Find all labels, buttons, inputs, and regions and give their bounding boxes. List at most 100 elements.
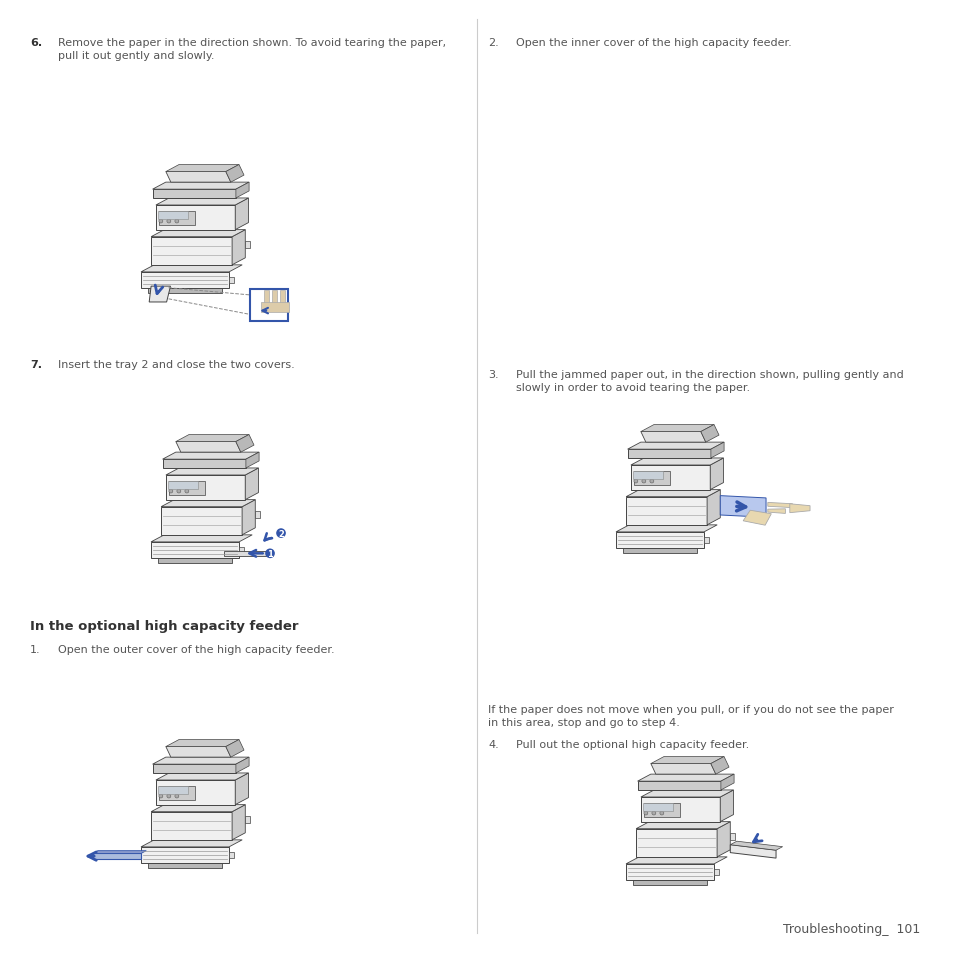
Polygon shape <box>789 504 809 513</box>
Circle shape <box>651 811 656 815</box>
Text: 3.: 3. <box>488 370 498 379</box>
Polygon shape <box>640 425 713 432</box>
Polygon shape <box>713 869 719 875</box>
Polygon shape <box>166 166 239 172</box>
Circle shape <box>159 794 163 799</box>
Circle shape <box>643 811 647 815</box>
Text: If the paper does not move when you pull, or if you do not see the paper: If the paper does not move when you pull… <box>488 704 893 714</box>
Text: in this area, stop and go to step 4.: in this area, stop and go to step 4. <box>488 718 679 727</box>
Text: slowly in order to avoid tearing the paper.: slowly in order to avoid tearing the pap… <box>516 382 749 393</box>
Polygon shape <box>159 212 194 226</box>
Polygon shape <box>245 816 250 823</box>
Polygon shape <box>729 833 734 840</box>
Polygon shape <box>717 821 729 857</box>
Polygon shape <box>229 277 234 284</box>
Polygon shape <box>703 537 708 543</box>
Polygon shape <box>155 773 248 781</box>
Polygon shape <box>148 862 222 868</box>
Text: 6.: 6. <box>30 38 42 48</box>
Polygon shape <box>141 847 229 862</box>
Polygon shape <box>767 503 792 508</box>
Polygon shape <box>161 500 255 507</box>
Polygon shape <box>637 774 733 781</box>
Polygon shape <box>152 190 235 199</box>
Polygon shape <box>239 547 244 554</box>
Text: In the optional high capacity feeder: In the optional high capacity feeder <box>30 619 298 633</box>
Polygon shape <box>706 490 720 525</box>
Polygon shape <box>272 291 276 304</box>
Polygon shape <box>141 266 242 273</box>
Polygon shape <box>92 851 146 854</box>
Polygon shape <box>625 490 720 497</box>
Polygon shape <box>166 740 239 747</box>
Polygon shape <box>168 481 197 489</box>
Polygon shape <box>155 781 235 804</box>
Polygon shape <box>650 763 715 774</box>
Text: Open the outer cover of the high capacity feeder.: Open the outer cover of the high capacit… <box>58 644 335 655</box>
Polygon shape <box>633 472 669 485</box>
Polygon shape <box>151 542 239 558</box>
Polygon shape <box>636 829 717 857</box>
Polygon shape <box>159 786 194 800</box>
Polygon shape <box>622 548 697 554</box>
Polygon shape <box>235 436 253 453</box>
Circle shape <box>641 479 645 483</box>
Polygon shape <box>742 511 771 526</box>
Polygon shape <box>232 231 245 266</box>
Text: 1.: 1. <box>30 644 41 655</box>
Polygon shape <box>261 302 289 313</box>
Polygon shape <box>226 166 244 183</box>
Polygon shape <box>720 501 724 508</box>
Polygon shape <box>141 273 229 289</box>
Polygon shape <box>151 804 245 812</box>
Polygon shape <box>245 242 250 249</box>
Polygon shape <box>616 533 703 548</box>
Text: Troubleshooting_  101: Troubleshooting_ 101 <box>781 923 919 935</box>
Text: 7.: 7. <box>30 359 42 370</box>
Polygon shape <box>710 757 728 774</box>
Polygon shape <box>169 481 204 496</box>
Text: Insert the tray 2 and close the two covers.: Insert the tray 2 and close the two cove… <box>58 359 294 370</box>
Polygon shape <box>729 841 781 850</box>
Polygon shape <box>637 781 720 790</box>
Polygon shape <box>235 199 248 231</box>
Circle shape <box>265 549 274 558</box>
Polygon shape <box>627 450 710 458</box>
Circle shape <box>169 490 172 494</box>
Polygon shape <box>141 840 242 847</box>
Polygon shape <box>625 864 713 880</box>
Polygon shape <box>245 469 258 500</box>
Circle shape <box>275 529 286 538</box>
Polygon shape <box>166 747 231 758</box>
Circle shape <box>649 479 653 483</box>
Polygon shape <box>242 500 255 536</box>
Polygon shape <box>224 551 273 557</box>
Polygon shape <box>235 183 249 199</box>
Circle shape <box>633 479 638 483</box>
Polygon shape <box>616 525 717 533</box>
Polygon shape <box>640 790 733 797</box>
Polygon shape <box>710 442 723 458</box>
Text: Pull the jammed paper out, in the direction shown, pulling gently and: Pull the jammed paper out, in the direct… <box>516 370 902 379</box>
Polygon shape <box>632 472 662 479</box>
Polygon shape <box>152 764 235 773</box>
Polygon shape <box>640 432 705 442</box>
Polygon shape <box>625 497 706 525</box>
Text: Pull out the optional high capacity feeder.: Pull out the optional high capacity feed… <box>516 740 748 749</box>
Polygon shape <box>720 790 733 821</box>
Polygon shape <box>152 183 249 190</box>
Circle shape <box>174 794 179 799</box>
Circle shape <box>176 490 181 494</box>
Polygon shape <box>157 786 188 794</box>
Polygon shape <box>149 287 171 303</box>
Circle shape <box>185 490 189 494</box>
Polygon shape <box>720 774 733 790</box>
Polygon shape <box>232 804 245 840</box>
Polygon shape <box>642 803 672 811</box>
Polygon shape <box>151 237 232 266</box>
Polygon shape <box>643 803 679 817</box>
Circle shape <box>167 220 171 224</box>
Polygon shape <box>640 797 720 821</box>
Polygon shape <box>226 740 244 758</box>
Text: Open the inner cover of the high capacity feeder.: Open the inner cover of the high capacit… <box>516 38 791 48</box>
